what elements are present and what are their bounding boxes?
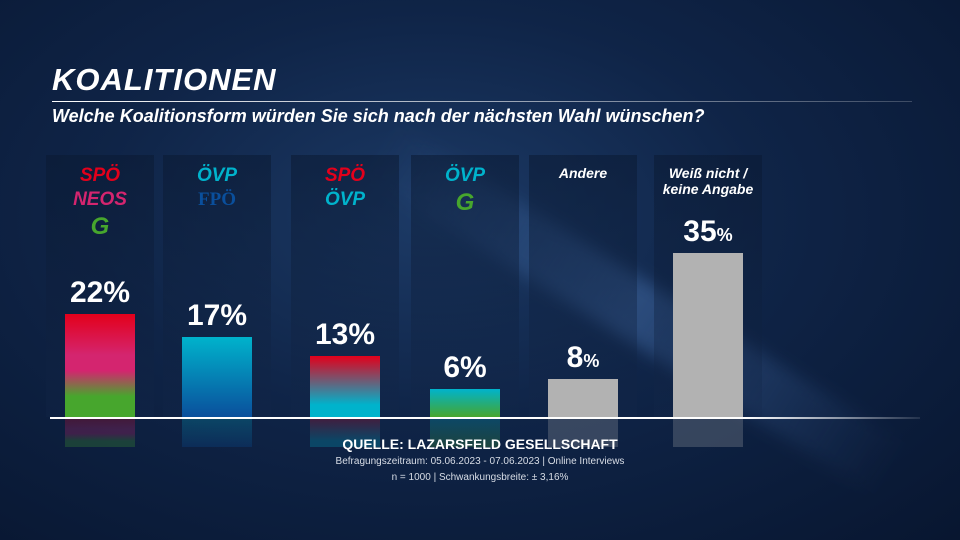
bar-reflection bbox=[310, 417, 380, 447]
bar bbox=[548, 379, 618, 417]
data-label: 17% bbox=[186, 299, 248, 333]
party-logo-övp: ÖVP bbox=[196, 165, 238, 186]
party-logo-g: G bbox=[90, 213, 110, 240]
bar bbox=[182, 337, 252, 417]
question-subtitle: Welche Koalitionsform würden Sie sich na… bbox=[52, 106, 705, 126]
baseline bbox=[50, 417, 920, 419]
category-label: Andere bbox=[558, 165, 608, 181]
party-logo-övp: ÖVP bbox=[324, 189, 366, 210]
data-label: 6% bbox=[443, 350, 487, 384]
bar-reflection bbox=[673, 417, 743, 447]
bar-reflection bbox=[430, 417, 500, 447]
data-label: 8% bbox=[566, 341, 600, 375]
column-panel: Andere bbox=[529, 155, 637, 417]
bar bbox=[430, 388, 500, 417]
source: QUELLE: LAZARSFELD GESELLSCHAFT bbox=[342, 436, 618, 452]
data-label: 13% bbox=[314, 317, 376, 351]
survey-period: Befragungszeitraum: 05.06.2023 - 07.06.2… bbox=[335, 456, 625, 467]
bar bbox=[310, 355, 380, 417]
party-logo-övp: ÖVP bbox=[444, 165, 486, 186]
sample-info: n = 1000 | Schwankungsbreite: ± 3,16% bbox=[391, 472, 569, 483]
bar-reflection bbox=[548, 417, 618, 447]
category-label: keine Angabe bbox=[662, 181, 754, 197]
bar bbox=[65, 313, 135, 417]
category-label: Weiß nicht / bbox=[668, 165, 748, 181]
bar-reflection bbox=[65, 417, 135, 447]
data-label: 22% bbox=[69, 275, 131, 309]
data-label: 35% bbox=[683, 214, 733, 248]
page-title: KOALITIONEN bbox=[52, 62, 277, 97]
party-logo-neos: NEOS bbox=[73, 189, 127, 210]
party-logo-spö: SPÖ bbox=[79, 165, 121, 186]
title-divider bbox=[52, 101, 912, 102]
column-panel: ÖVP G bbox=[411, 155, 519, 417]
party-logo-spö: SPÖ bbox=[324, 165, 366, 186]
bar-reflection bbox=[182, 417, 252, 447]
party-logo-g: G bbox=[455, 189, 475, 216]
party-logo-fpö: FPÖ bbox=[198, 189, 236, 210]
bar bbox=[673, 252, 743, 417]
